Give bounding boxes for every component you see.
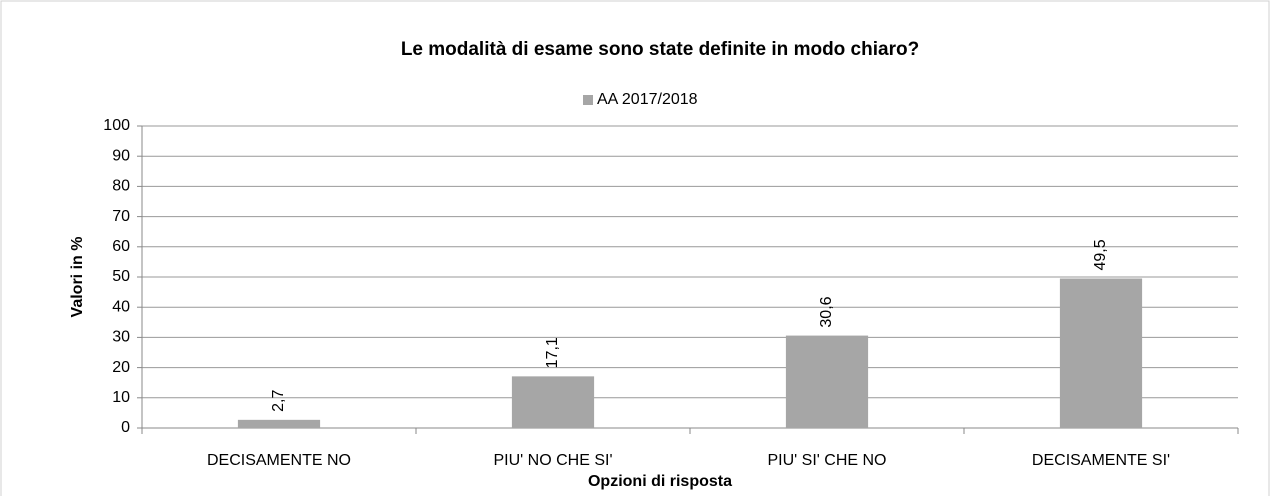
x-tick-label: PIU' NO CHE SI'	[493, 452, 612, 469]
bar	[785, 335, 869, 428]
data-label: 17,1	[544, 337, 561, 368]
y-axis-title: Valori in %	[69, 237, 86, 318]
y-tick-label: 20	[112, 359, 130, 376]
chart-title: Le modalità di esame sono state definite…	[401, 39, 919, 60]
x-axis-title: Opzioni di risposta	[588, 473, 732, 490]
legend-swatch	[583, 95, 593, 105]
bar	[511, 376, 595, 428]
y-tick-label: 10	[112, 389, 130, 406]
data-label: 30,6	[818, 296, 835, 327]
x-tick-label: DECISAMENTE NO	[207, 452, 351, 469]
data-label: 2,7	[270, 390, 287, 412]
legend-label: AA 2017/2018	[597, 91, 698, 108]
y-tick-label: 70	[112, 208, 130, 225]
y-tick-label: 100	[103, 117, 130, 134]
bar	[1059, 278, 1143, 428]
y-tick-label: 90	[112, 147, 130, 164]
data-label: 49,5	[1092, 239, 1109, 270]
y-tick-label: 0	[121, 419, 130, 436]
y-tick-label: 30	[112, 329, 130, 346]
y-tick-label: 50	[112, 268, 130, 285]
y-tick-label: 40	[112, 298, 130, 315]
bar	[237, 419, 321, 428]
y-tick-label: 80	[112, 178, 130, 195]
y-tick-label: 60	[112, 238, 130, 255]
x-tick-label: DECISAMENTE SI'	[1032, 452, 1170, 469]
x-tick-label: PIU' SI' CHE NO	[767, 452, 886, 469]
